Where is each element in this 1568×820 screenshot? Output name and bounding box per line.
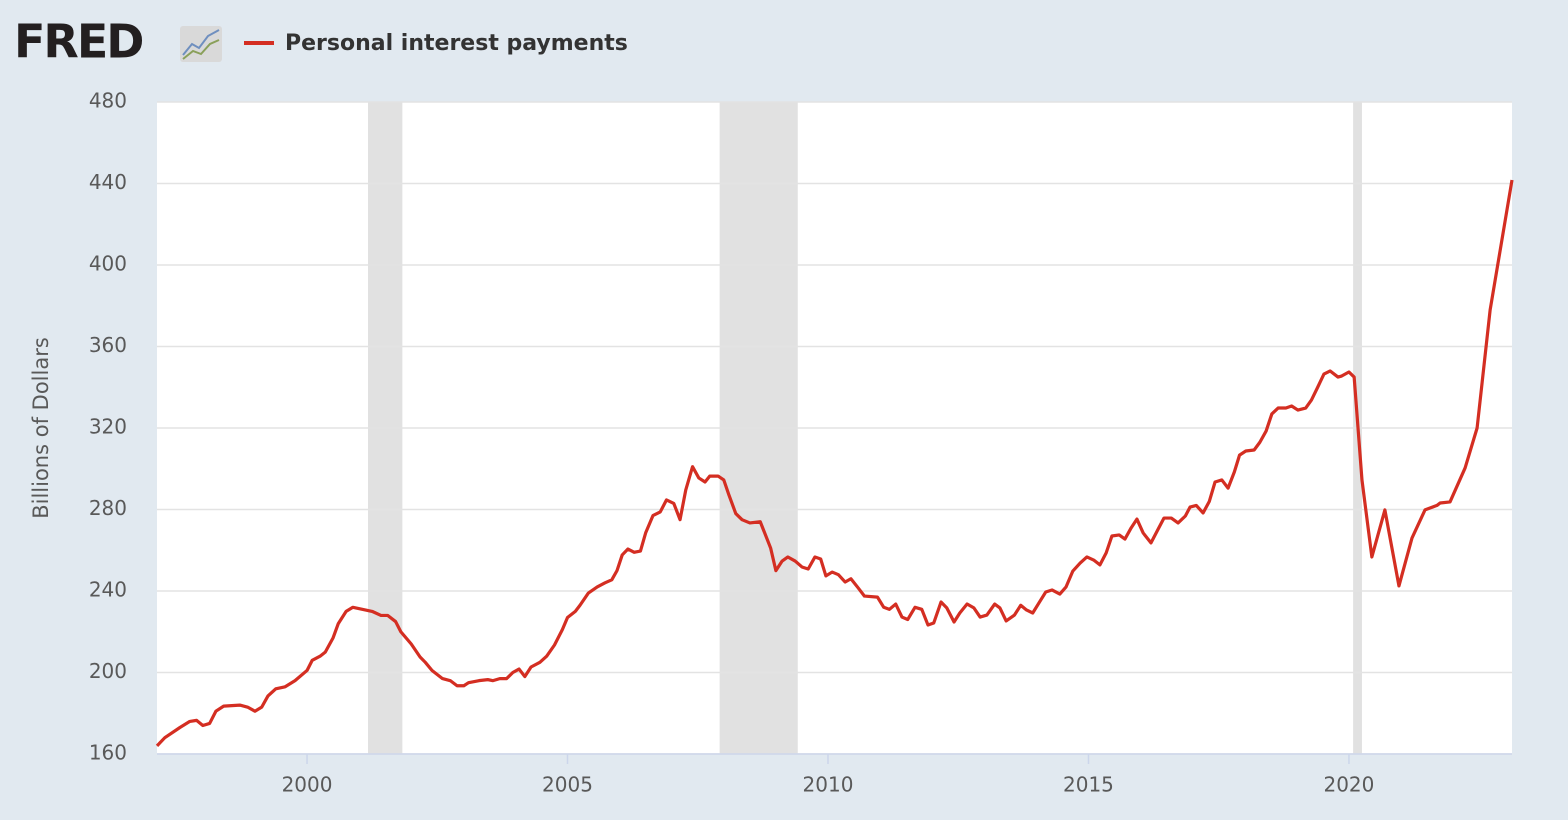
legend-label: Personal interest payments	[285, 31, 628, 56]
y-tick-label: 360	[89, 333, 127, 357]
x-tick-label: 2010	[803, 773, 854, 797]
y-tick-label: 440	[89, 170, 127, 194]
x-tick-label: 2005	[542, 773, 593, 797]
y-tick-label: 400	[89, 252, 127, 276]
x-tick-label: 2015	[1063, 773, 1114, 797]
logo-icon-line	[182, 39, 220, 60]
brand: FRED	[14, 15, 142, 69]
y-tick-label: 480	[89, 89, 127, 113]
data-line	[155, 179, 1514, 747]
y-tick-label: 320	[89, 415, 127, 439]
y-tick-label: 160	[89, 741, 127, 765]
y-tick-label: 280	[89, 496, 127, 520]
y-axis-label: Billions of Dollars	[29, 337, 53, 519]
y-tick-label: 240	[89, 578, 127, 602]
logo: FRED	[14, 15, 222, 69]
x-tick-label: 2020	[1323, 773, 1374, 797]
logo-icon-line	[182, 29, 220, 56]
x-tick-label: 2000	[282, 773, 333, 797]
y-tick-label: 200	[89, 659, 127, 683]
